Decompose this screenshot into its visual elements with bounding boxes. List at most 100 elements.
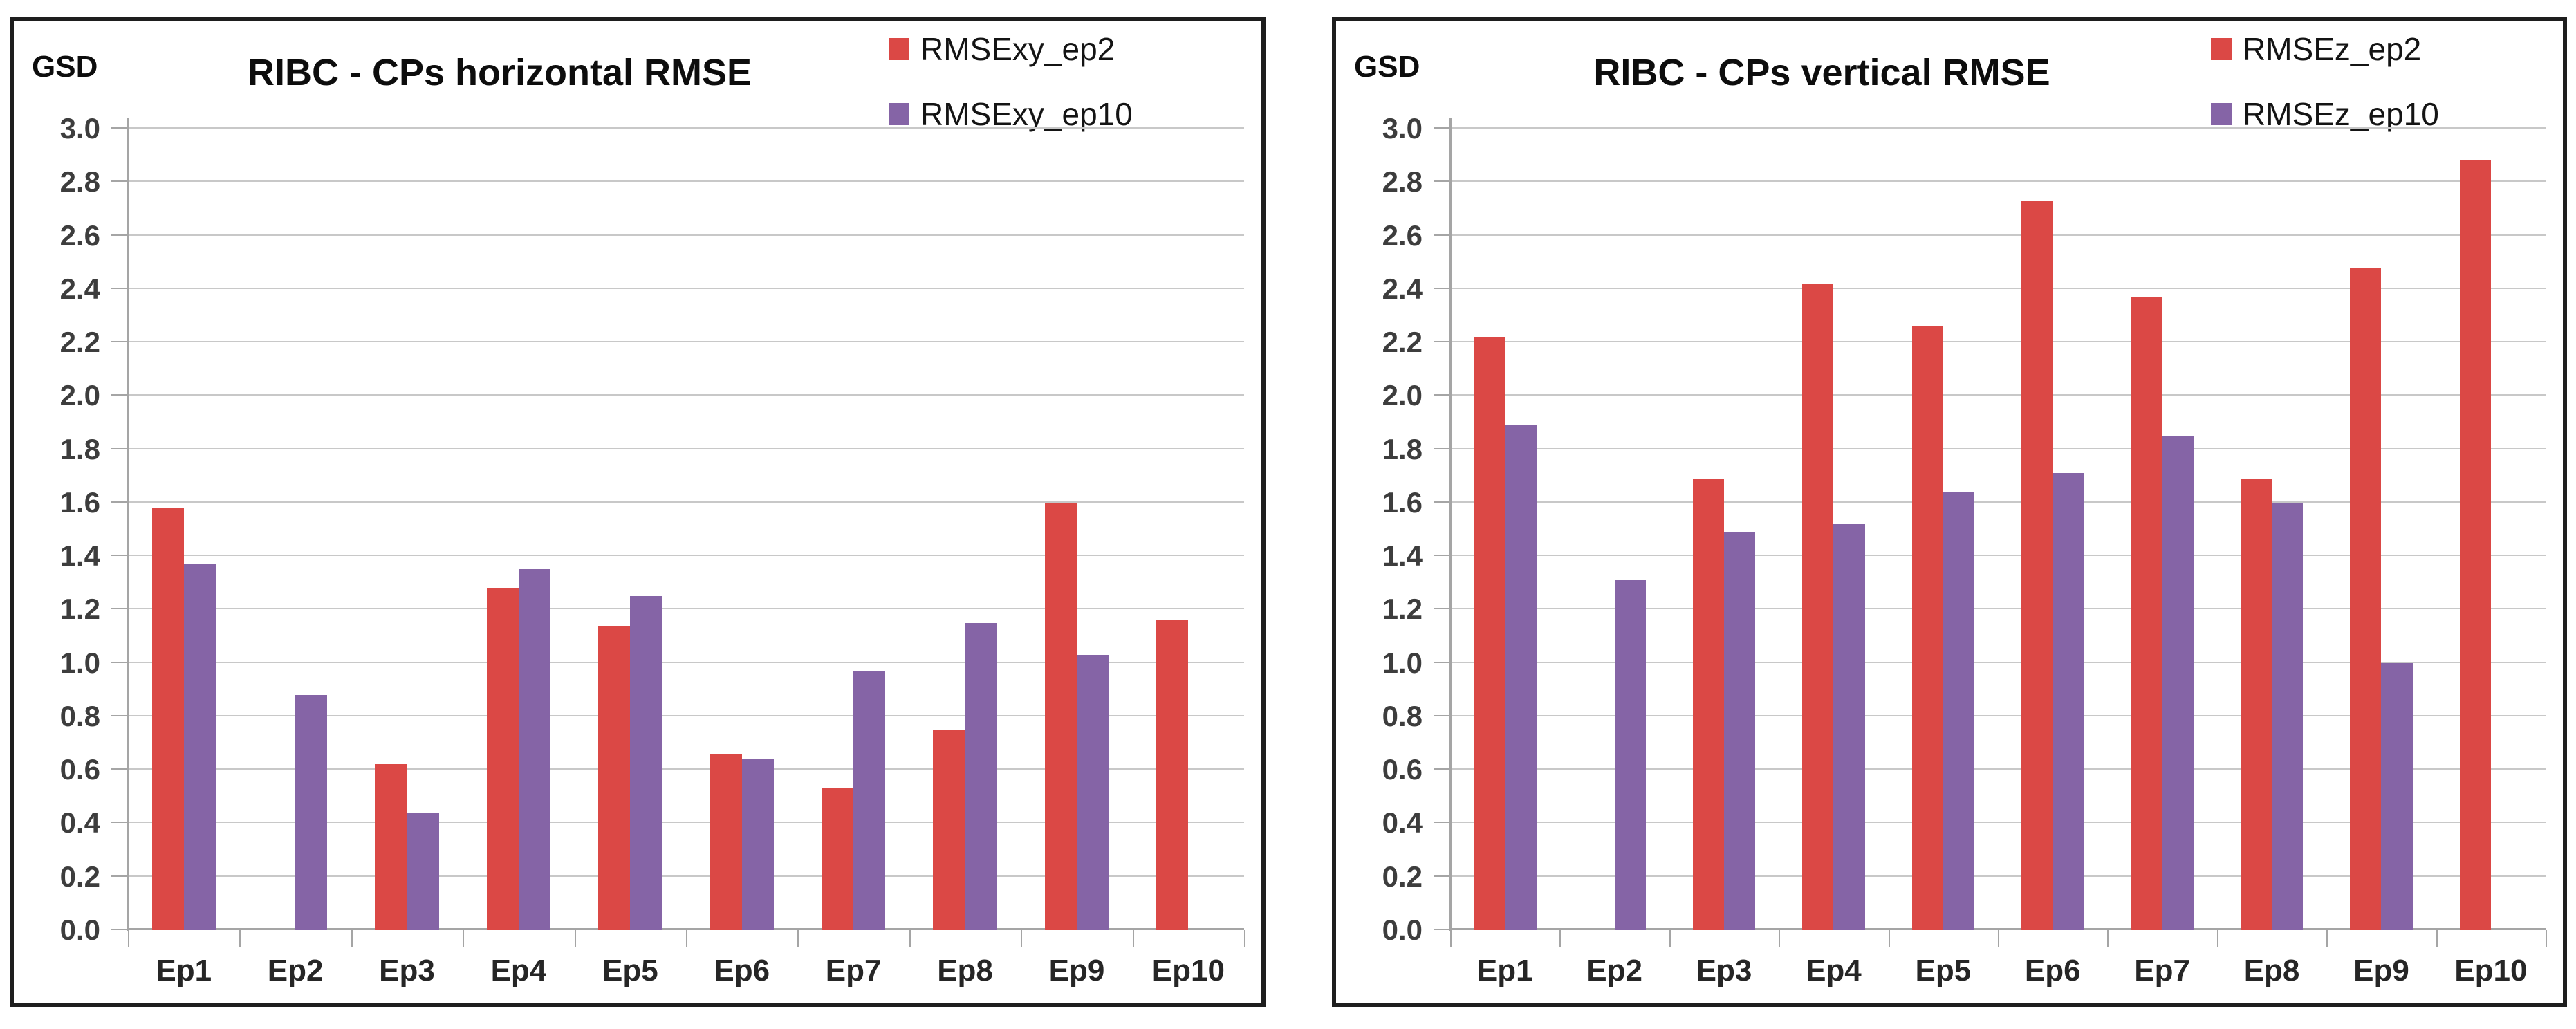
y-axis-tick-label: 1.0 bbox=[59, 646, 100, 679]
bar-ep4-rmsez_ep2 bbox=[1802, 284, 1834, 930]
y-axis-tick bbox=[111, 608, 128, 610]
legend-series-label: RMSExy_ep10 bbox=[920, 96, 1133, 132]
y-axis-tick bbox=[1434, 341, 1450, 343]
y-axis-tick bbox=[111, 714, 128, 716]
gridline bbox=[1450, 127, 2546, 129]
x-axis-label-ep2: Ep2 bbox=[1586, 954, 1642, 988]
bars-area bbox=[1450, 129, 2546, 930]
category-slot-ep1 bbox=[128, 129, 239, 930]
y-axis-tick-label: 1.2 bbox=[1382, 593, 1423, 626]
x-axis-tick bbox=[239, 930, 241, 947]
x-axis-label-ep1: Ep1 bbox=[1476, 954, 1533, 988]
bar-ep8-rmsez_ep10 bbox=[2272, 502, 2304, 930]
y-axis-tick bbox=[1434, 875, 1450, 877]
category-slot-ep4 bbox=[463, 129, 574, 930]
x-axis-label-ep8: Ep8 bbox=[2243, 954, 2300, 988]
y-axis-tick bbox=[1434, 822, 1450, 824]
bar-ep6-rmsez_ep10 bbox=[2053, 473, 2084, 930]
bar-ep1-rmsexy_ep10 bbox=[183, 564, 216, 930]
bar-ep9-rmsez_ep2 bbox=[2350, 267, 2382, 930]
legend-series-label: RMSEz_ep10 bbox=[2243, 96, 2439, 132]
y-axis-tick bbox=[111, 929, 128, 930]
x-axis-label-ep4: Ep4 bbox=[1806, 954, 1862, 988]
gridline bbox=[128, 501, 1244, 503]
x-axis-label-ep5: Ep5 bbox=[602, 954, 658, 988]
x-axis-tick bbox=[1779, 930, 1781, 947]
x-axis-labels: Ep1 Ep2 Ep3 Ep4 Ep5 Ep6 Ep7 Ep8 Ep9 Ep10 bbox=[128, 948, 1244, 988]
y-axis-tick bbox=[1434, 234, 1450, 236]
bar-ep9-rmsexy_ep2 bbox=[1044, 502, 1077, 930]
x-axis-label-ep5: Ep5 bbox=[1915, 954, 1972, 988]
gridline bbox=[1450, 661, 2546, 663]
gridline bbox=[1450, 608, 2546, 610]
bar-ep7-rmsez_ep2 bbox=[2131, 297, 2162, 930]
legend: RMSEz_ep2 RMSEz_ep10 bbox=[2211, 30, 2439, 133]
bar-ep6-rmsez_ep2 bbox=[2021, 201, 2053, 930]
gridline bbox=[1450, 180, 2546, 183]
x-axis-label-ep3: Ep3 bbox=[379, 954, 435, 988]
bar-ep4-rmsexy_ep10 bbox=[518, 569, 551, 930]
bar-ep10-rmsez_ep2 bbox=[2459, 160, 2491, 930]
y-axis-tick bbox=[1434, 661, 1450, 663]
category-slot-ep2 bbox=[1559, 129, 1669, 930]
bar-ep1-rmsez_ep2 bbox=[1473, 337, 1505, 930]
bar-ep3-rmsexy_ep2 bbox=[375, 764, 407, 930]
x-axis-tick bbox=[2326, 930, 2328, 947]
x-axis-labels: Ep1 Ep2 Ep3 Ep4 Ep5 Ep6 Ep7 Ep8 Ep9 Ep10 bbox=[1450, 948, 2546, 988]
y-axis-tick bbox=[111, 341, 128, 343]
gridline bbox=[1450, 341, 2546, 343]
legend-swatch-icon bbox=[2211, 103, 2232, 125]
y-axis-tick bbox=[1434, 555, 1450, 557]
y-axis-tick-label: 3.0 bbox=[1382, 112, 1423, 145]
y-axis-tick bbox=[1434, 608, 1450, 610]
x-axis-tick bbox=[463, 930, 465, 947]
category-slot-ep8 bbox=[909, 129, 1021, 930]
gridline bbox=[1450, 501, 2546, 503]
category-slot-ep8 bbox=[2217, 129, 2326, 930]
plot-area: 0.0 0.2 0.4 0.6 0.8 1.0 1.2 1.4 1.6 1.8 2.0 2.2 2.4 2… bbox=[1382, 114, 2547, 947]
gridline bbox=[128, 341, 1244, 343]
x-axis-tick bbox=[351, 930, 353, 947]
y-axis-tick-label: 1.2 bbox=[59, 593, 100, 626]
y-axis-tick-label: 0.4 bbox=[59, 806, 100, 840]
bar-ep1-rmsez_ep10 bbox=[1505, 425, 1537, 930]
y-axis-tick-label: 1.4 bbox=[59, 539, 100, 573]
x-axis-label-ep7: Ep7 bbox=[2134, 954, 2190, 988]
bar-ep8-rmsexy_ep2 bbox=[933, 730, 965, 930]
legend-series-label: RMSEz_ep2 bbox=[2243, 31, 2422, 67]
category-slot-ep10 bbox=[1133, 129, 1244, 930]
bars-area bbox=[128, 129, 1244, 930]
gridline bbox=[128, 180, 1244, 183]
x-axis-tick bbox=[1021, 930, 1023, 947]
x-axis-label-ep10: Ep10 bbox=[1151, 954, 1225, 988]
gridline bbox=[128, 127, 1244, 129]
x-axis-tick bbox=[1244, 930, 1245, 947]
category-slot-ep3 bbox=[1669, 129, 1779, 930]
y-axis-tick bbox=[111, 394, 128, 396]
x-axis-label-ep6: Ep6 bbox=[2024, 954, 2081, 988]
y-axis-tick bbox=[111, 127, 128, 129]
legend-item: RMSExy_ep10 bbox=[889, 95, 1133, 133]
y-axis-tick bbox=[111, 822, 128, 824]
y-axis-tick bbox=[1434, 768, 1450, 770]
x-axis-label-ep7: Ep7 bbox=[825, 954, 882, 988]
gridline bbox=[1450, 822, 2546, 824]
x-axis-tick bbox=[1450, 930, 1452, 947]
x-axis-tick bbox=[2436, 930, 2438, 947]
y-axis-tick-label: 1.0 bbox=[1382, 646, 1423, 679]
y-axis-tick-label: 0.8 bbox=[1382, 699, 1423, 732]
x-axis-label-ep8: Ep8 bbox=[937, 954, 993, 988]
y-axis-line bbox=[1449, 118, 1452, 931]
y-axis-tick bbox=[111, 875, 128, 877]
gridline bbox=[128, 394, 1244, 396]
gridline bbox=[1450, 234, 2546, 236]
x-axis-label-ep4: Ep4 bbox=[490, 954, 547, 988]
y-axis-tick bbox=[111, 234, 128, 236]
bar-ep5-rmsez_ep10 bbox=[1943, 492, 1975, 930]
category-slot-ep6 bbox=[686, 129, 797, 930]
category-slot-ep6 bbox=[1998, 129, 2107, 930]
y-axis-tick bbox=[1434, 127, 1450, 129]
bar-ep7-rmsez_ep10 bbox=[2162, 436, 2194, 930]
legend-swatch-icon bbox=[2211, 38, 2232, 60]
